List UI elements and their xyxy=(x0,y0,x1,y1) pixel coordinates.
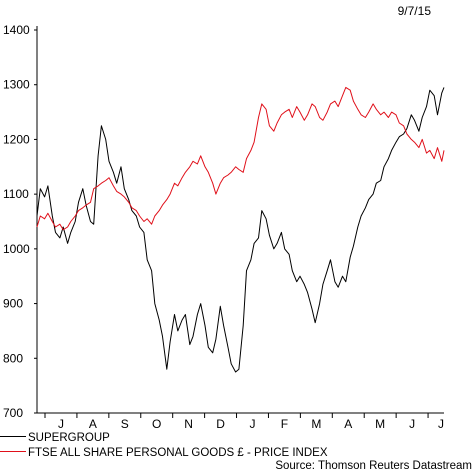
y-tick-label: 700 xyxy=(3,406,23,420)
x-tick-label: O xyxy=(152,417,161,431)
legend-item-supergroup: SUPERGROUP xyxy=(0,431,110,445)
x-tick-label: S xyxy=(121,417,129,431)
y-tick-label: 900 xyxy=(3,297,23,311)
y-tick-label: 1300 xyxy=(3,78,30,92)
x-tick-label: J xyxy=(249,417,255,431)
legend-swatch-ftse xyxy=(0,451,26,453)
x-tick-label: D xyxy=(216,417,225,431)
legend-swatch-supergroup xyxy=(0,436,26,438)
y-tick-label: 1100 xyxy=(3,187,29,201)
date-label: 9/7/15 xyxy=(397,4,431,18)
x-tick-label: A xyxy=(344,417,352,431)
x-tick-label: M xyxy=(375,417,385,431)
x-tick-label: M xyxy=(311,417,321,431)
legend-label-supergroup: SUPERGROUP xyxy=(28,432,110,444)
x-tick-label: J xyxy=(438,417,444,431)
x-tick-label: A xyxy=(89,417,97,431)
x-tick-label: J xyxy=(58,417,64,431)
legend-item-ftse: FTSE ALL SHARE PERSONAL GOODS £ - PRICE … xyxy=(0,446,328,460)
y-tick-label: 1000 xyxy=(3,242,30,256)
source-note: Source: Thomson Reuters Datastream xyxy=(275,460,472,472)
y-tick-label: 1400 xyxy=(3,23,30,37)
series-layer xyxy=(36,86,445,373)
x-tick-label: N xyxy=(184,417,193,431)
x-tick-label: J xyxy=(409,417,415,431)
y-axis: 700 800 900 1000 1100 1200 1300 1400 xyxy=(3,23,38,420)
y-tick-label: 1200 xyxy=(3,132,30,146)
y-tick-label: 800 xyxy=(3,351,23,365)
series-line-ftse-personal-goods xyxy=(36,86,445,231)
series-line-supergroup xyxy=(36,87,445,373)
legend-label-ftse: FTSE ALL SHARE PERSONAL GOODS £ - PRICE … xyxy=(28,447,328,459)
x-tick-label: F xyxy=(281,417,288,431)
